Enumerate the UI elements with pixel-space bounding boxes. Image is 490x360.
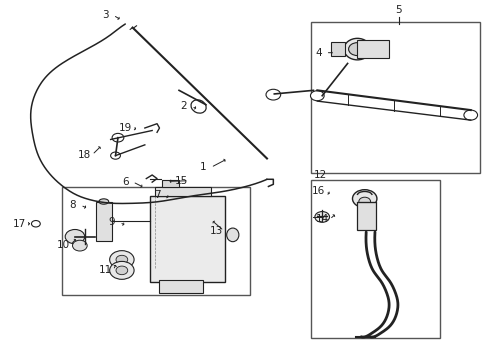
Bar [311, 180, 441, 338]
Bar [357, 40, 389, 58]
Ellipse shape [191, 100, 206, 113]
Circle shape [464, 110, 478, 120]
Circle shape [311, 91, 324, 101]
Circle shape [348, 42, 366, 55]
Text: 2: 2 [181, 102, 187, 112]
Text: 5: 5 [395, 5, 402, 15]
Bar [357, 202, 376, 230]
Text: 7: 7 [154, 190, 160, 200]
Circle shape [110, 251, 134, 269]
Ellipse shape [227, 228, 239, 242]
Text: 4: 4 [315, 48, 321, 58]
Text: 10: 10 [57, 239, 70, 249]
Text: 3: 3 [102, 10, 109, 20]
Circle shape [315, 212, 330, 222]
Bar [62, 187, 250, 295]
Circle shape [116, 255, 128, 264]
Text: 19: 19 [119, 123, 132, 133]
Text: 17: 17 [13, 219, 26, 229]
Bar [150, 196, 225, 282]
Text: 9: 9 [109, 217, 116, 227]
Text: 18: 18 [78, 150, 91, 160]
Text: 8: 8 [70, 200, 76, 210]
Text: 14: 14 [316, 215, 329, 224]
Bar [159, 280, 203, 293]
Circle shape [359, 197, 370, 206]
Circle shape [112, 134, 124, 142]
Text: 13: 13 [210, 226, 223, 236]
Circle shape [266, 89, 281, 100]
Bar [162, 180, 179, 187]
Bar [311, 22, 480, 173]
Circle shape [73, 240, 87, 251]
Text: 1: 1 [200, 162, 207, 172]
Circle shape [31, 221, 40, 227]
Circle shape [111, 152, 121, 159]
Text: 16: 16 [312, 186, 325, 197]
Text: 12: 12 [314, 170, 327, 180]
Bar [331, 42, 345, 56]
Text: 15: 15 [175, 176, 188, 186]
Circle shape [65, 229, 85, 244]
Circle shape [352, 190, 377, 208]
Ellipse shape [99, 199, 109, 204]
Circle shape [116, 266, 128, 275]
Text: 11: 11 [99, 265, 112, 275]
Text: 6: 6 [122, 177, 128, 187]
Circle shape [110, 261, 134, 279]
Bar [96, 202, 112, 241]
Bar [155, 187, 211, 196]
Ellipse shape [344, 39, 371, 60]
